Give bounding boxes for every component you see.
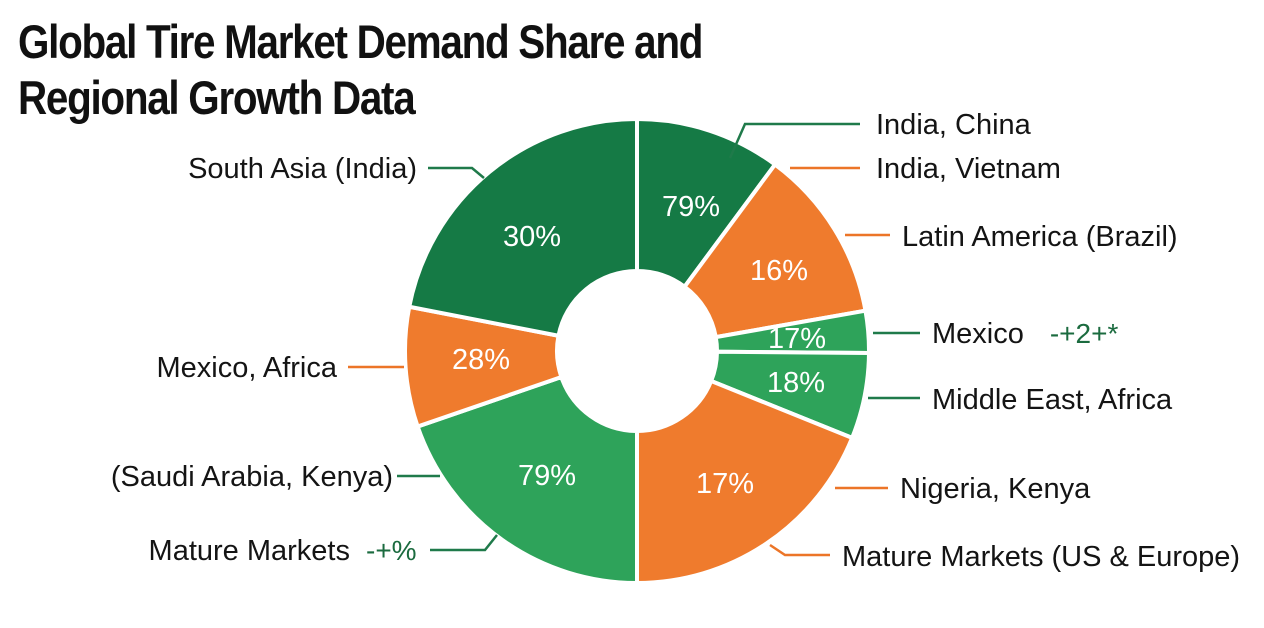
growth-note: -+% [366, 535, 417, 566]
callout-leader-lines [348, 122, 920, 557]
leader-line [430, 534, 498, 552]
callout-label: South Asia (India) [188, 153, 417, 185]
callout-label: Mature Markets (US & Europe) [842, 541, 1240, 573]
callout-label: Mexico [932, 318, 1024, 350]
callout-label: Nigeria, Kenya [900, 473, 1091, 505]
callout-label: Mexico, Africa [157, 352, 338, 384]
segment-value-label: 79% [662, 191, 720, 223]
callout-label: Middle East, Africa [932, 384, 1173, 416]
segment-value-label: 30% [503, 221, 561, 253]
growth-note: -+2+* [1050, 318, 1119, 349]
chart-title: Global Tire Market Demand Share and Regi… [18, 14, 703, 126]
segment-value-label: 17% [696, 468, 754, 500]
leader-line [769, 543, 830, 557]
leader-line [728, 122, 860, 159]
callout-label: Mature Markets [149, 535, 350, 567]
donut-segments [403, 116, 872, 586]
callout-label: India, China [876, 109, 1032, 141]
chart-title-line-1: Global Tire Market Demand Share and [18, 15, 703, 68]
segment-value-label: 79% [518, 460, 576, 492]
segment-value-label: 17% [768, 323, 826, 355]
segment-value-label: 18% [767, 367, 825, 399]
donut-hole [556, 270, 718, 432]
callout-label: Latin America (Brazil) [902, 221, 1178, 253]
segment-value-label: 28% [452, 344, 510, 376]
callout-labels: India, China India, Vietnam Latin America … [111, 109, 1240, 573]
segment-value-labels: 79% 16% 17% 18% 17% 79% 28% 30% [452, 191, 826, 500]
callout-label: India, Vietnam [876, 153, 1061, 185]
leader-line [428, 166, 485, 179]
chart-title-line-2: Regional Growth Data [18, 71, 416, 124]
segment-value-label: 16% [750, 255, 808, 287]
callout-label: (Saudi Arabia, Kenya) [111, 461, 393, 493]
